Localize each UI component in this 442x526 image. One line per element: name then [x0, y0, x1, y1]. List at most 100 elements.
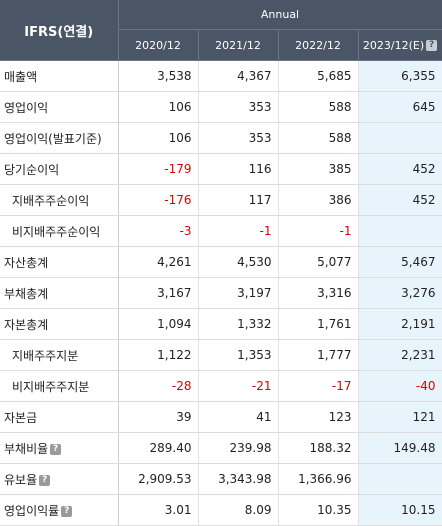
value-cell: 123: [278, 401, 359, 433]
row-label-cell: 영업이익: [0, 91, 119, 123]
value-cell: 117: [198, 184, 279, 216]
year-label: 2023/12(E): [362, 38, 425, 52]
table-row: 지배주주순이익 -176 117 386 452: [0, 184, 442, 216]
year-header: 2021/12: [198, 29, 279, 61]
value-cell: 1,777: [278, 339, 359, 371]
row-label: 비지배주주지분: [12, 379, 90, 394]
estimate-value-cell: 3,276: [358, 277, 442, 309]
row-label-cell: 비지배주주순이익: [0, 215, 119, 247]
question-mark-icon[interactable]: ?: [426, 40, 438, 51]
row-label-cell: 영업이익(발표기준): [0, 122, 119, 154]
estimate-value-cell: 6,355: [358, 60, 442, 92]
estimate-value-cell: 149.48: [358, 432, 442, 464]
row-label-cell: 지배주주지분: [0, 339, 119, 371]
estimate-value-cell: [358, 463, 442, 495]
estimate-value-cell: 2,231: [358, 339, 442, 371]
row-label: 영업이익(발표기준): [4, 131, 102, 146]
value-cell: -28: [118, 370, 199, 402]
table-row: 자본금 39 41 123 121: [0, 401, 442, 433]
value-cell: 3,538: [118, 60, 199, 92]
period-group-header: Annual: [118, 0, 442, 30]
value-cell: 353: [198, 91, 279, 123]
table-row: 지배주주지분 1,122 1,353 1,777 2,231: [0, 339, 442, 371]
value-cell: -17: [278, 370, 359, 402]
row-label: 부채비율: [4, 441, 49, 456]
value-cell: 3.01: [118, 494, 199, 526]
estimate-value-cell: [358, 122, 442, 154]
estimate-value-cell: -40: [358, 370, 442, 402]
estimate-value-cell: 452: [358, 184, 442, 216]
value-cell: 106: [118, 91, 199, 123]
row-label-cell: 지배주주순이익: [0, 184, 119, 216]
value-cell: 10.35: [278, 494, 359, 526]
table-row: 당기순이익 -179 116 385 452: [0, 153, 442, 185]
value-cell: -1: [198, 215, 279, 247]
row-label: 부채총계: [4, 286, 49, 301]
value-cell: 1,366.96: [278, 463, 359, 495]
value-cell: -179: [118, 153, 199, 185]
value-cell: 3,343.98: [198, 463, 279, 495]
value-cell: 588: [278, 91, 359, 123]
row-label-cell: 매출액: [0, 60, 119, 92]
row-label: 영업이익: [4, 100, 49, 115]
row-label: 영업이익률: [4, 503, 60, 518]
table-title: IFRS(연결): [0, 0, 119, 61]
value-cell: 353: [198, 122, 279, 154]
value-cell: -176: [118, 184, 199, 216]
value-cell: 1,353: [198, 339, 279, 371]
value-cell: 188.32: [278, 432, 359, 464]
row-label: 비지배주주순이익: [12, 224, 101, 239]
year-header-estimate: 2023/12(E)?: [358, 29, 442, 61]
table-row: 매출액 3,538 4,367 5,685 6,355: [0, 60, 442, 92]
value-cell: 5,077: [278, 246, 359, 278]
question-mark-icon[interactable]: ?: [39, 474, 51, 486]
table-row: 부채총계 3,167 3,197 3,316 3,276: [0, 277, 442, 309]
estimate-value-cell: 2,191: [358, 308, 442, 340]
table-row: 유보율? 2,909.53 3,343.98 1,366.96: [0, 463, 442, 495]
row-label: 유보율: [4, 472, 38, 487]
value-cell: 3,197: [198, 277, 279, 309]
year-header: 2022/12: [278, 29, 359, 61]
value-cell: 289.40: [118, 432, 199, 464]
row-label-cell: 부채총계: [0, 277, 119, 309]
table-row: 자본총계 1,094 1,332 1,761 2,191: [0, 308, 442, 340]
question-mark-icon[interactable]: ?: [50, 443, 62, 455]
value-cell: 116: [198, 153, 279, 185]
row-label-cell: 당기순이익: [0, 153, 119, 185]
table-row: 비지배주주지분 -28 -21 -17 -40: [0, 370, 442, 402]
row-label-cell: 영업이익률?: [0, 494, 119, 526]
table-row: 자산총계 4,261 4,530 5,077 5,467: [0, 246, 442, 278]
row-label-cell: 부채비율?: [0, 432, 119, 464]
value-cell: 385: [278, 153, 359, 185]
value-cell: -3: [118, 215, 199, 247]
value-cell: 1,761: [278, 308, 359, 340]
value-cell: 588: [278, 122, 359, 154]
value-cell: 39: [118, 401, 199, 433]
row-label-cell: 자본금: [0, 401, 119, 433]
row-label: 자본총계: [4, 317, 49, 332]
row-label: 매출액: [4, 69, 38, 84]
estimate-value-cell: 5,467: [358, 246, 442, 278]
value-cell: 4,261: [118, 246, 199, 278]
value-cell: 3,167: [118, 277, 199, 309]
value-cell: 1,332: [198, 308, 279, 340]
value-cell: 2,909.53: [118, 463, 199, 495]
value-cell: 4,367: [198, 60, 279, 92]
value-cell: 8.09: [198, 494, 279, 526]
row-label: 당기순이익: [4, 162, 60, 177]
table-row: 영업이익률? 3.01 8.09 10.35 10.15: [0, 494, 442, 526]
estimate-value-cell: 452: [358, 153, 442, 185]
estimate-value-cell: 645: [358, 91, 442, 123]
value-cell: 4,530: [198, 246, 279, 278]
estimate-value-cell: 121: [358, 401, 442, 433]
value-cell: 106: [118, 122, 199, 154]
value-cell: 41: [198, 401, 279, 433]
row-label: 지배주주순이익: [12, 193, 90, 208]
table-row: 영업이익 106 353 588 645: [0, 91, 442, 123]
year-header: 2020/12: [118, 29, 199, 61]
estimate-value-cell: [358, 215, 442, 247]
row-label-cell: 자본총계: [0, 308, 119, 340]
row-label-cell: 비지배주주지분: [0, 370, 119, 402]
question-mark-icon[interactable]: ?: [61, 505, 73, 517]
